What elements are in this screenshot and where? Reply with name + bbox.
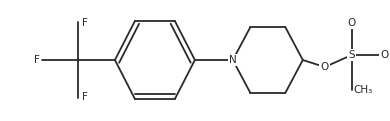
Text: O: O	[381, 50, 389, 60]
Text: F: F	[82, 18, 88, 28]
Text: N: N	[229, 55, 237, 65]
Text: O: O	[347, 18, 356, 28]
Text: F: F	[34, 55, 40, 65]
Text: O: O	[321, 62, 329, 72]
Text: S: S	[348, 50, 355, 60]
Text: CH₃: CH₃	[354, 85, 373, 95]
Text: F: F	[82, 92, 88, 102]
